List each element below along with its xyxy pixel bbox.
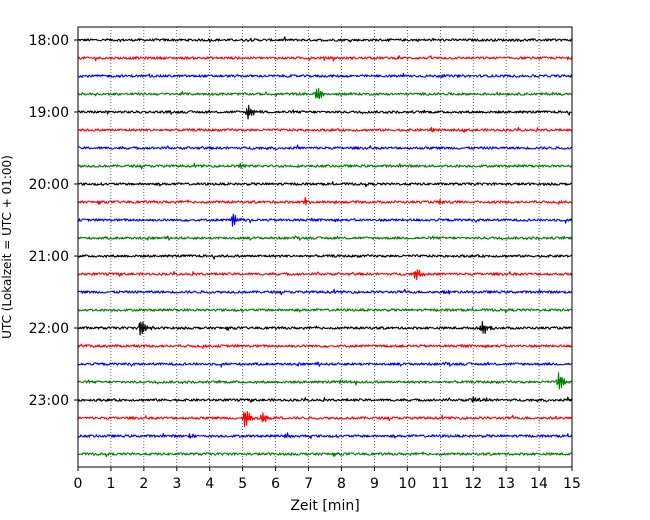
trace-1830 — [77, 72, 573, 79]
x-axis-label: Zeit [min] — [290, 498, 359, 514]
x-tick-label: 0 — [74, 476, 83, 492]
x-tick-label: 7 — [304, 476, 313, 492]
trace-1815 — [77, 55, 573, 62]
seismic-traces — [77, 36, 573, 458]
plot-frame — [77, 26, 573, 468]
x-tick-label: 14 — [530, 476, 548, 492]
y-tick-label: 23:00 — [29, 393, 69, 409]
plot-background — [78, 27, 572, 467]
trace-2345 — [77, 451, 573, 458]
trace-2230 — [77, 361, 573, 368]
trace-2015 — [77, 196, 573, 206]
x-tick-label: 4 — [205, 476, 214, 492]
x-tick-label: 5 — [238, 476, 247, 492]
trace-2100 — [77, 254, 573, 260]
trace-1800 — [77, 36, 573, 43]
trace-1945 — [77, 162, 573, 170]
trace-2215 — [77, 343, 573, 349]
trace-2130 — [77, 288, 573, 296]
x-tick-label: 8 — [337, 476, 346, 492]
y-tick-label: 19:00 — [29, 105, 69, 121]
trace-2300 — [77, 396, 573, 403]
x-tick-label: 1 — [106, 476, 115, 492]
trace-2315 — [77, 411, 573, 428]
trace-2330 — [77, 432, 573, 440]
trace-2245 — [77, 372, 573, 390]
x-tick-label: 13 — [497, 476, 515, 492]
gridlines — [110, 27, 540, 467]
trace-2030 — [77, 213, 573, 227]
trace-2145 — [77, 307, 573, 314]
x-tick-label: 6 — [271, 476, 280, 492]
y-axis-ticks: 18:00 19:00 20:00 21:00 22:00 23:00 — [29, 33, 78, 409]
trace-1845 — [77, 87, 573, 100]
x-tick-label: 10 — [398, 476, 416, 492]
x-tick-label: 15 — [563, 476, 581, 492]
x-tick-label: 11 — [431, 476, 449, 492]
x-tick-label: 9 — [370, 476, 379, 492]
x-tick-label: 2 — [139, 476, 148, 492]
y-tick-label: 20:00 — [29, 177, 69, 193]
y-tick-label: 21:00 — [29, 249, 69, 265]
y-axis-label: UTC (Lokalzeit = UTC + 01:00) — [0, 155, 14, 339]
x-tick-label: 12 — [464, 476, 482, 492]
trace-1900 — [77, 104, 573, 120]
trace-2115 — [77, 269, 573, 280]
y-tick-label: 22:00 — [29, 321, 69, 337]
trace-2045 — [77, 235, 573, 241]
trace-2000 — [77, 181, 573, 188]
trace-1915 — [77, 126, 573, 133]
x-tick-label: 3 — [172, 476, 181, 492]
y-tick-label: 18:00 — [29, 33, 69, 49]
trace-1930 — [77, 144, 573, 151]
x-axis-ticks: 0 1 2 3 4 5 6 7 8 9 10 11 12 13 14 15 — [74, 467, 581, 492]
trace-2200 — [77, 320, 573, 336]
